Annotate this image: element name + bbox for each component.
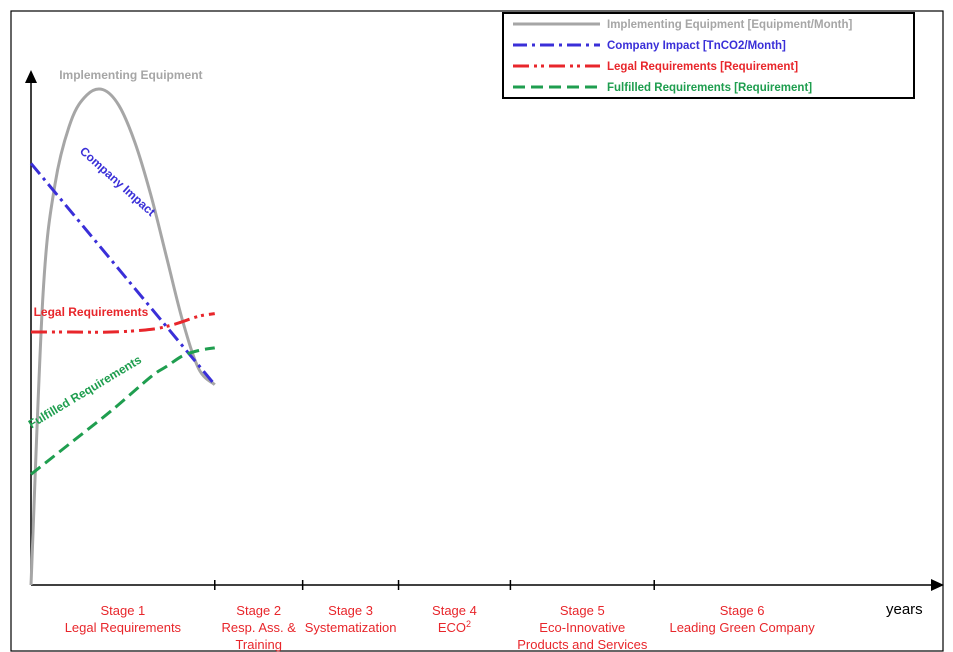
stage-label-4: Stage 4 ECO2 (432, 603, 477, 635)
stage-labels: Stage 1 Legal Requirements Stage 2 Resp. As… (65, 603, 816, 652)
legend-label-legal: Legal Requirements [Requirement] (607, 61, 798, 73)
legend-label-equipment: Implementing Equipment [Equipment/Month] (607, 19, 852, 31)
stage-label-6: Stage 6 Leading Green Company (669, 603, 815, 635)
series-legal-line (30, 312, 216, 334)
annotation-fulfilled: Fulfilled Requirements (26, 352, 144, 431)
legend-box (502, 12, 915, 99)
x-axis-arrow-icon (931, 579, 944, 591)
series-impact-line (29, 162, 216, 386)
series-fulfilled-line (30, 346, 216, 476)
outer-border (10, 10, 944, 652)
stage-label-2: Stage 2 Resp. Ass. & Training (222, 603, 297, 652)
series-layer (29, 87, 216, 586)
series-equipment-line (29, 87, 216, 586)
stage-label-5: Stage 5 Eco-Innovative Products and Servic… (517, 603, 648, 652)
legend: Implementing Equipment [Equipment/Month]… (502, 12, 915, 99)
stage-label-1: Stage 1 Legal Requirements (65, 603, 182, 635)
y-axis-arrow-icon (25, 70, 37, 83)
annotation-legal: Legal Requirements (34, 305, 149, 319)
legend-label-fulfilled: Fulfilled Requirements [Requirement] (607, 82, 812, 94)
axes: years (25, 70, 944, 618)
annotation-equipment: Implementing Equipment (59, 68, 202, 82)
stage-label-3: Stage 3 Systematization (305, 603, 397, 635)
x-axis-label: years (886, 601, 923, 618)
legend-label-impact: Company Impact [TnCO2/Month] (607, 40, 786, 52)
